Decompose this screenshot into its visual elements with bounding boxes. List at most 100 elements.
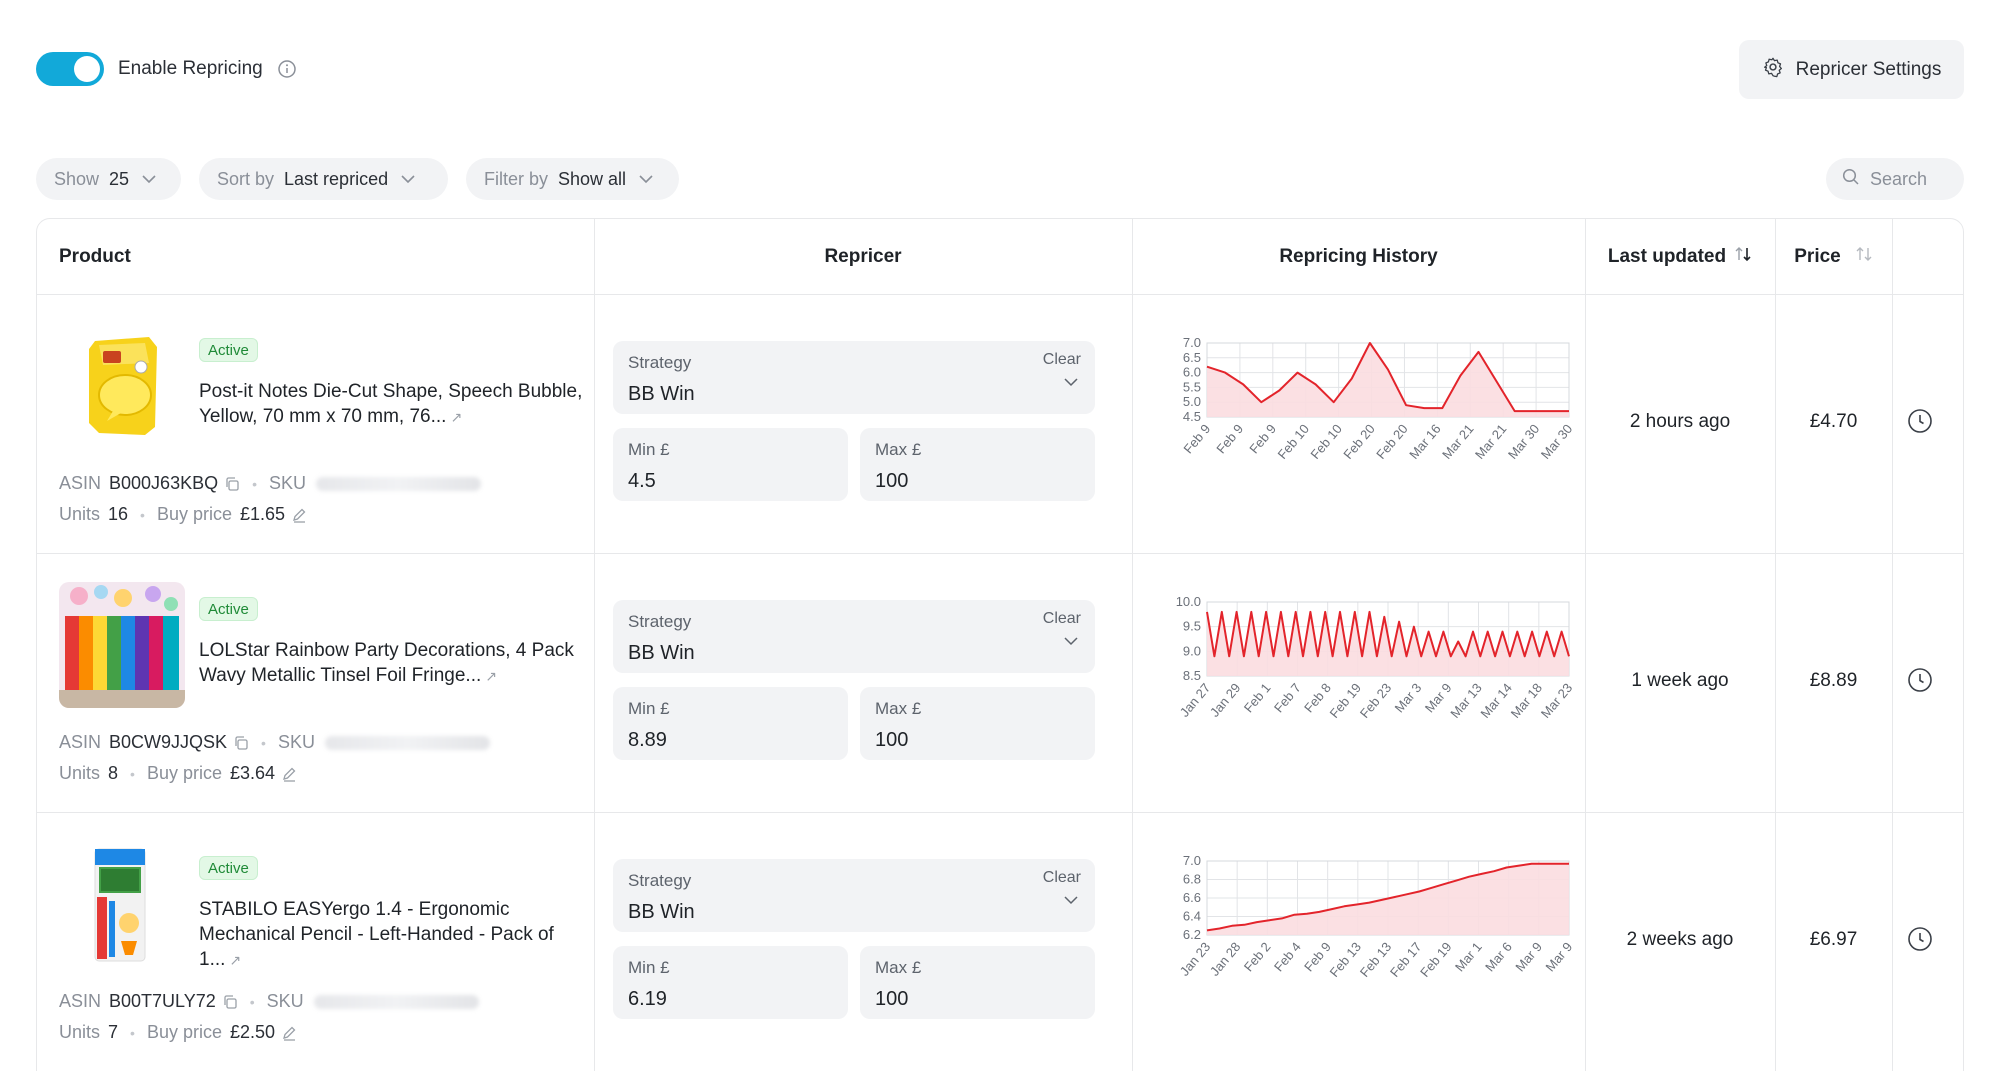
sku-label: SKU <box>266 991 304 1011</box>
min-price-input[interactable] <box>628 729 808 752</box>
max-price-field: Max £ <box>860 428 1095 501</box>
x-tick-label: Feb 10 <box>1275 421 1313 462</box>
x-tick-label: Feb 2 <box>1241 939 1274 974</box>
x-tick-label: Mar 13 <box>1447 680 1485 721</box>
copy-icon[interactable] <box>222 994 238 1010</box>
product-image <box>59 323 185 449</box>
max-price-label: Max £ <box>875 699 922 718</box>
product-stock: Units 16 • Buy price £1.65 <box>59 504 307 525</box>
separator-dot: • <box>130 765 135 782</box>
x-tick-label: Mar 16 <box>1406 421 1444 462</box>
strategy-select[interactable]: Strategy BB Win Clear <box>613 600 1095 673</box>
clear-strategy-button[interactable]: Clear <box>1042 869 1081 886</box>
units-label: Units <box>59 1022 101 1042</box>
sku-label: SKU <box>269 473 307 493</box>
strategy-select[interactable]: Strategy BB Win Clear <box>613 341 1095 414</box>
x-tick-label: Mar 9 <box>1512 939 1545 974</box>
asin-label: ASIN <box>59 991 102 1011</box>
product-stock: Units 8 • Buy price £3.64 <box>59 763 297 784</box>
x-tick-label: Feb 10 <box>1307 421 1345 462</box>
buy-price-value: £1.65 <box>240 504 286 524</box>
x-tick-label: Feb 9 <box>1213 421 1246 456</box>
external-link-icon: ↗ <box>485 668 497 684</box>
max-price-label: Max £ <box>875 958 922 977</box>
status-badge: Active <box>199 856 258 880</box>
max-price-input[interactable] <box>875 729 1055 752</box>
x-tick-label: Mar 6 <box>1482 939 1515 974</box>
show-count-select[interactable]: Show 25 <box>36 158 181 200</box>
buy-price-label: Buy price <box>146 1022 222 1042</box>
asin-value: B0CW9JJQSK <box>109 732 228 752</box>
series-line <box>1206 610 1570 658</box>
strategy-label: Strategy <box>628 353 692 372</box>
x-tick-label: Feb 19 <box>1417 939 1455 980</box>
y-tick-label: 5.0 <box>1183 394 1201 409</box>
separator-dot: • <box>249 993 255 1010</box>
sort-by-select[interactable]: Sort by Last repriced <box>199 158 448 200</box>
filter-label: Filter by <box>484 168 549 189</box>
product-ids: ASIN B00T7ULY72 • SKU <box>59 991 479 1012</box>
max-price-field: Max £ <box>860 687 1095 760</box>
search-box <box>1826 158 1964 200</box>
product-title-link[interactable]: LOLStar Rainbow Party Decorations, 4 Pac… <box>199 638 584 689</box>
clear-strategy-button[interactable]: Clear <box>1042 610 1081 627</box>
repricer-settings-button[interactable]: Repricer Settings <box>1739 40 1964 99</box>
strategy-select[interactable]: Strategy BB Win Clear <box>613 859 1095 932</box>
table-row: Active Post-it Notes Die-Cut Shape, Spee… <box>37 295 1963 554</box>
enable-repricing-toggle[interactable] <box>36 52 104 86</box>
column-header-history: Repricing History <box>1279 246 1438 267</box>
price-value: £4.70 <box>1809 411 1858 432</box>
separator-dot: • <box>140 506 145 523</box>
column-divider <box>1775 219 1776 1071</box>
price-label: Price <box>1794 246 1841 267</box>
sort-label: Sort by <box>217 168 275 189</box>
x-tick-label: Feb 7 <box>1271 680 1304 715</box>
max-price-input[interactable] <box>875 988 1055 1011</box>
series-line <box>1206 342 1569 413</box>
sku-value-redacted <box>313 994 479 1009</box>
info-icon[interactable] <box>277 59 297 79</box>
product-title-link[interactable]: STABILO EASYergo 1.4 - Ergonomic Mechani… <box>199 897 584 973</box>
separator-dot: • <box>130 1024 135 1041</box>
copy-icon[interactable] <box>233 735 249 751</box>
product-title-link[interactable]: Post-it Notes Die-Cut Shape, Speech Bubb… <box>199 379 584 430</box>
table-header: Product Repricer Repricing History Last … <box>37 219 1963 295</box>
strategy-value: BB Win <box>628 383 695 405</box>
min-price-input[interactable] <box>628 470 808 493</box>
edit-icon[interactable] <box>281 766 297 782</box>
show-value: 25 <box>109 168 130 189</box>
sku-value-redacted <box>324 735 490 750</box>
y-tick-label: 10.0 <box>1176 594 1201 609</box>
column-divider <box>1132 219 1133 1071</box>
max-price-input[interactable] <box>875 470 1055 493</box>
filter-by-select[interactable]: Filter by Show all <box>466 158 679 200</box>
column-header-last-updated[interactable]: Last updated <box>1585 219 1775 295</box>
min-price-input[interactable] <box>628 988 808 1011</box>
strategy-value: BB Win <box>628 642 695 664</box>
product-title: STABILO EASYergo 1.4 - Ergonomic Mechani… <box>199 899 554 970</box>
copy-icon[interactable] <box>224 476 240 492</box>
edit-icon[interactable] <box>281 1025 297 1041</box>
show-label: Show <box>54 168 100 189</box>
repricing-toggle-group: Enable Repricing <box>36 52 297 86</box>
product-title: Post-it Notes Die-Cut Shape, Speech Bubb… <box>199 381 583 427</box>
buy-price-label: Buy price <box>156 504 232 524</box>
units-value: 16 <box>108 504 129 524</box>
chevron-down-icon <box>141 174 157 184</box>
clear-strategy-button[interactable]: Clear <box>1042 351 1081 368</box>
x-tick-label: Feb 4 <box>1271 939 1304 974</box>
chevron-down-icon <box>400 174 416 184</box>
column-divider <box>1585 219 1586 1071</box>
clock-icon[interactable] <box>1906 925 1934 953</box>
edit-icon[interactable] <box>291 507 307 523</box>
search-input[interactable] <box>1870 168 1950 190</box>
x-tick-label: Jan 23 <box>1177 939 1214 979</box>
separator-dot: • <box>261 734 266 751</box>
clock-icon[interactable] <box>1906 666 1934 694</box>
column-header-repricer: Repricer <box>824 246 902 267</box>
x-tick-label: Mar 21 <box>1439 421 1477 462</box>
column-header-price[interactable]: Price <box>1775 219 1892 295</box>
clock-icon[interactable] <box>1906 407 1934 435</box>
